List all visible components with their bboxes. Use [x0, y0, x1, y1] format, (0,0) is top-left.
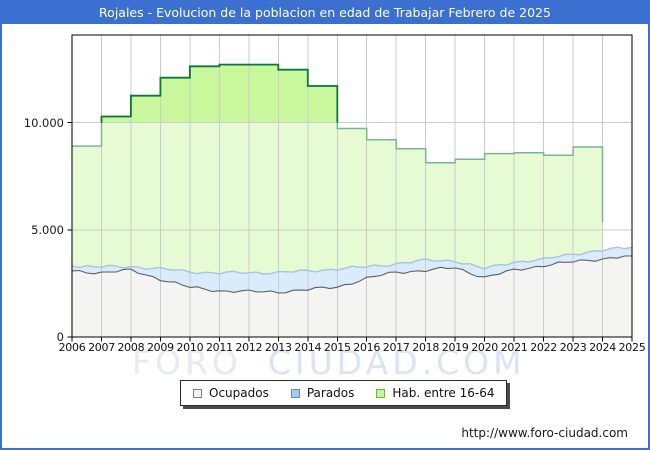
legend-item-hab-16-64[interactable]: Hab. entre 16-64 [376, 386, 494, 400]
x-tick-label-2012: 2012 [235, 341, 263, 354]
footer-url-link[interactable]: http://www.foro-ciudad.com [461, 426, 628, 440]
legend-label-ocupados: Ocupados [209, 386, 269, 400]
x-tick-label-2013: 2013 [264, 341, 292, 354]
x-tick-label-2020: 2020 [471, 341, 498, 354]
axis-ticks [67, 122, 633, 342]
watermark-ciudad: CIUDAD.COM [267, 343, 526, 382]
x-tick-label-2006: 2006 [58, 341, 86, 354]
x-axis-labels: 2006 2007 2008 2009 2010 2011 2012 2013 2014 2015… [2, 341, 648, 355]
title-bar: Rojales - Evolucion de la poblacion en e… [2, 2, 648, 24]
x-tick-label-2025: 2025 [618, 341, 646, 354]
x-tick-label-2016: 2016 [353, 341, 381, 354]
line-hab-16-64 [100, 63, 339, 123]
series-fills [72, 64, 632, 337]
x-tick-label-2021: 2021 [500, 341, 528, 354]
hab-16-64-swatch-icon [376, 388, 386, 398]
x-tick-label-2022: 2022 [530, 341, 557, 354]
y-tick-label-0: 0 [56, 330, 64, 344]
y-tick-label-5000: 5.000 [31, 223, 64, 237]
legend-label-hab-16-64: Hab. entre 16-64 [392, 386, 495, 400]
ocupados-swatch-icon [193, 388, 202, 398]
x-tick-label-2017: 2017 [382, 341, 410, 354]
x-tick-label-2014: 2014 [294, 341, 322, 354]
series-lines [71, 63, 633, 294]
legend-box: Ocupados Parados Hab. entre 16-64 [180, 380, 508, 406]
watermark: FORO CIUDAD.COM [132, 342, 526, 384]
x-tick-label-2009: 2009 [146, 341, 174, 354]
legend-item-parados[interactable]: Parados [290, 386, 355, 400]
x-tick-label-2008: 2008 [117, 341, 145, 354]
line-ocupados [71, 254, 633, 294]
plot-border [71, 34, 633, 338]
legend-item-ocupados[interactable]: Ocupados [193, 386, 269, 400]
line-parados [71, 246, 633, 275]
x-tick-label-2019: 2019 [441, 341, 469, 354]
x-tick-label-2010: 2010 [176, 341, 204, 354]
watermark-foro: FORO [132, 343, 242, 382]
gridlines [72, 35, 633, 337]
legend-label-parados: Parados [306, 386, 355, 400]
y-tick-label-10000: 10.000 [23, 116, 64, 130]
x-tick-label-2007: 2007 [88, 341, 115, 354]
parados-swatch-icon [290, 388, 300, 398]
x-tick-label-2023: 2023 [559, 341, 587, 354]
x-tick-label-2018: 2018 [412, 341, 440, 354]
x-tick-label-2015: 2015 [323, 341, 351, 354]
x-tick-label-2024: 2024 [589, 341, 616, 354]
x-tick-label-2011: 2011 [205, 341, 233, 354]
